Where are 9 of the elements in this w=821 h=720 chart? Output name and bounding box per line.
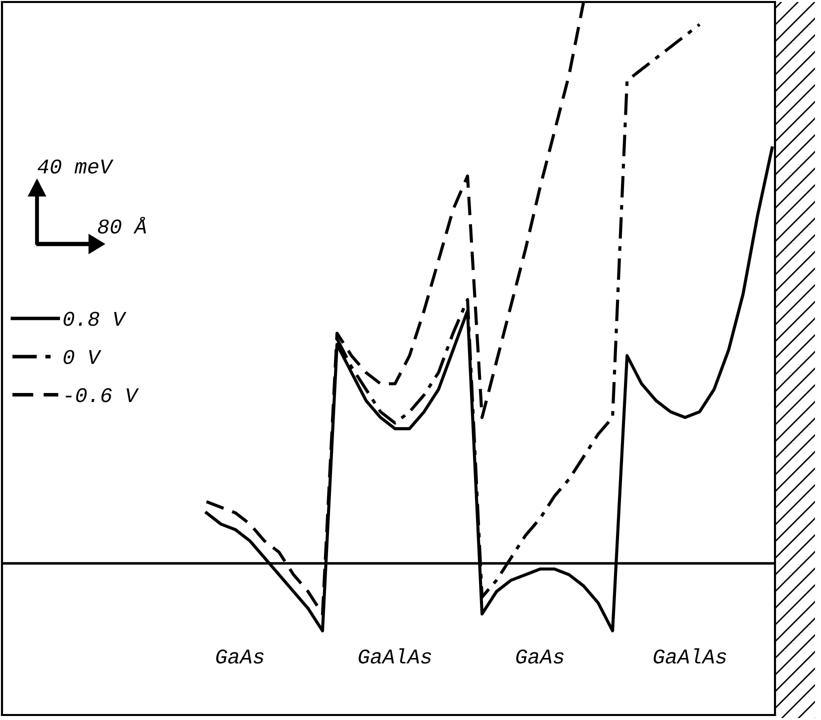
text: GaAs	[516, 649, 564, 664]
legend-label: -0.6 V	[66, 388, 139, 402]
legend-label: 0 V	[64, 350, 102, 364]
text: GaAs	[216, 649, 264, 664]
text: GaAlAs	[654, 648, 726, 664]
text: 80 Å	[98, 216, 146, 234]
text: GaAlAs	[358, 648, 432, 664]
legend-label: 0.8 V	[64, 312, 126, 326]
text: 40 meV	[38, 159, 114, 174]
